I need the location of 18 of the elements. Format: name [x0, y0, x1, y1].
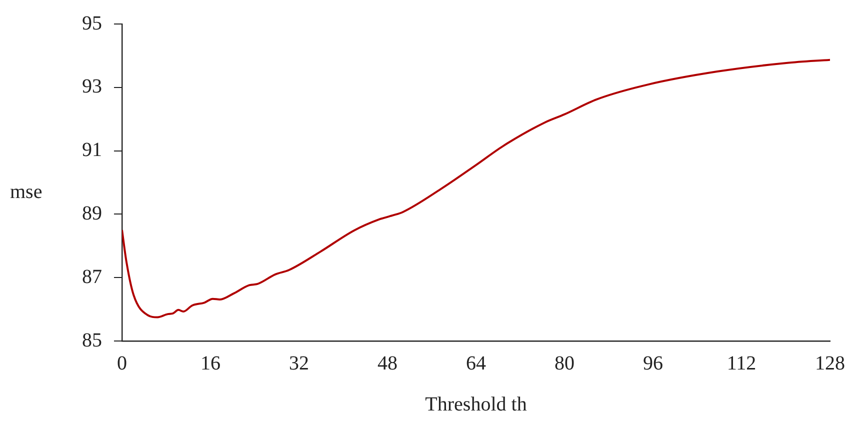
x-tick-label: 32: [289, 352, 309, 374]
x-tick-label: 64: [466, 352, 486, 374]
x-tick-label: 48: [378, 352, 398, 374]
x-tick-label: 96: [643, 352, 663, 374]
y-tick-label: 87: [82, 266, 102, 288]
y-axis-title: mse: [10, 180, 42, 203]
x-tick-label: 0: [117, 352, 127, 374]
x-tick-label: 16: [200, 352, 220, 374]
y-tick-label: 89: [82, 202, 102, 224]
x-tick-label: 80: [554, 352, 574, 374]
y-tick-label: 95: [82, 12, 102, 34]
y-tick-label: 85: [82, 329, 102, 352]
line-series: [122, 58, 830, 318]
y-tick-label: 93: [82, 76, 102, 98]
x-tick-label: 112: [726, 352, 756, 374]
x-tick-label: 128: [815, 352, 845, 374]
y-tick-label: 91: [82, 139, 102, 162]
x-axis-title: Threshold th: [425, 393, 527, 416]
